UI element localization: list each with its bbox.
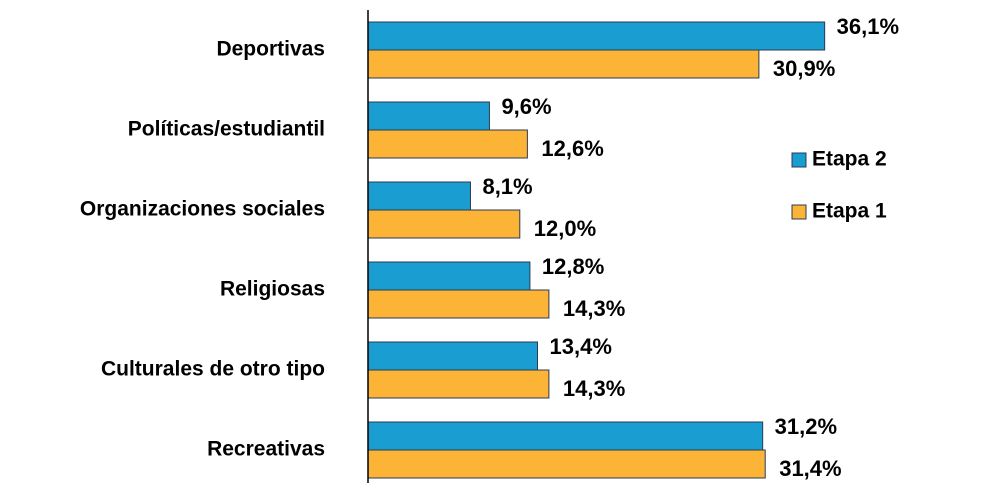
- category-label: Culturales de otro tipo: [101, 358, 325, 381]
- bar: [367, 341, 539, 371]
- value-label: 12,8%: [542, 254, 604, 279]
- value-label: 14,3%: [563, 296, 625, 321]
- category-label: Religiosas: [220, 278, 325, 301]
- value-label: 12,0%: [534, 216, 596, 241]
- value-label: 14,3%: [563, 376, 625, 401]
- bar: [367, 449, 766, 479]
- bar: [367, 129, 528, 159]
- legend-swatch: [791, 204, 807, 220]
- value-label: 36,1%: [837, 14, 899, 39]
- category-label: Políticas/estudiantil: [128, 118, 325, 141]
- value-label: 31,4%: [779, 456, 841, 481]
- value-label: 9,6%: [501, 94, 551, 119]
- bar: [367, 209, 521, 239]
- bar: [367, 49, 760, 79]
- bar: [367, 101, 490, 131]
- bar: [367, 21, 826, 51]
- value-label: 30,9%: [773, 56, 835, 81]
- bar: [367, 289, 550, 319]
- legend-swatch: [791, 152, 807, 168]
- category-label: Organizaciones sociales: [80, 198, 325, 221]
- value-label: 31,2%: [775, 414, 837, 439]
- bar: [367, 421, 764, 451]
- legend-label: Etapa 2: [812, 148, 887, 171]
- value-label: 12,6%: [541, 136, 603, 161]
- value-label: 13,4%: [550, 334, 612, 359]
- bar: [367, 181, 471, 211]
- value-label: 8,1%: [482, 174, 532, 199]
- bar: [367, 369, 550, 399]
- legend-label: Etapa 1: [812, 200, 887, 223]
- category-label: Recreativas: [207, 438, 325, 461]
- bar: [367, 261, 531, 291]
- category-label: Deportivas: [216, 38, 325, 61]
